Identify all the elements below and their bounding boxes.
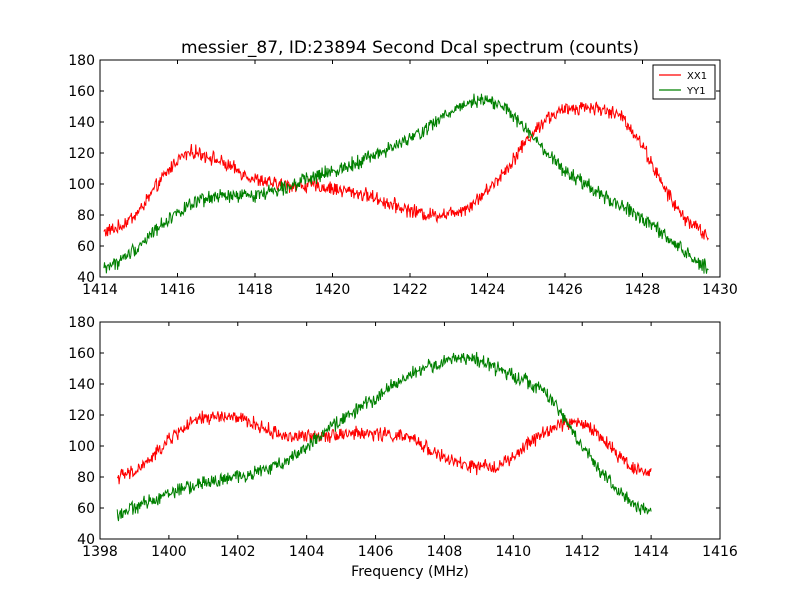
y-tick-label: 180 [68,315,95,331]
x-tick-label: 1414 [633,544,669,560]
x-tick-label: 1430 [702,282,738,298]
y-tick-label: 80 [77,470,95,486]
x-tick-label: 1422 [392,282,428,298]
x-tick-label: 1416 [702,544,738,560]
y-tick-label: 100 [68,439,95,455]
series-line-xx1 [116,410,652,485]
plot-area [99,59,721,278]
y-tick-label: 160 [68,346,95,362]
y-tick-label: 60 [77,239,95,255]
x-tick-label: 1412 [564,544,600,560]
x-tick-label: 1416 [160,282,196,298]
x-tick-label: 1418 [237,282,273,298]
x-tick-label: 1428 [625,282,661,298]
x-tick-label: 1404 [289,544,325,560]
chart-title: messier_87, ID:23894 Second Dcal spectru… [181,38,639,58]
x-tick-label: 1420 [315,282,351,298]
y-tick-label: 120 [68,408,95,424]
plot-area [99,321,721,540]
x-axis-label: Frequency (MHz) [351,564,469,580]
y-tick-label: 180 [68,53,95,69]
y-tick-label: 160 [68,84,95,100]
x-tick-label: 1426 [547,282,583,298]
top-axes: 1414 1416 1418 1420 1422 1424 1426 1428 1430 40 60… [68,53,738,298]
legend-label: XX1 [687,71,707,82]
y-tick-label: 140 [68,377,95,393]
y-tick-label: 40 [77,532,95,548]
y-tick-label: 40 [77,270,95,286]
x-tick-label: 1400 [151,544,187,560]
x-tick-label: 1414 [82,282,118,298]
x-tick-label: 1410 [496,544,532,560]
legend-label: YY1 [686,86,706,97]
y-tick-label: 60 [77,501,95,517]
legend-box [652,64,716,100]
series-line-yy1 [116,351,652,522]
x-tick-label: 1408 [427,544,463,560]
x-tick-label: 1398 [82,544,118,560]
y-tick-label: 120 [68,146,95,162]
x-tick-label: 1406 [358,544,394,560]
x-tick-label: 1402 [220,544,256,560]
y-tick-label: 140 [68,115,95,131]
series-line-yy1 [103,93,709,274]
bottom-axes: 1398 1400 1402 1404 1406 1408 1410 1412 1414 1416… [68,315,738,580]
y-tick-label: 100 [68,177,95,193]
series-line-xx1 [103,101,709,241]
x-tick-label: 1424 [470,282,506,298]
y-tick-label: 80 [77,208,95,224]
